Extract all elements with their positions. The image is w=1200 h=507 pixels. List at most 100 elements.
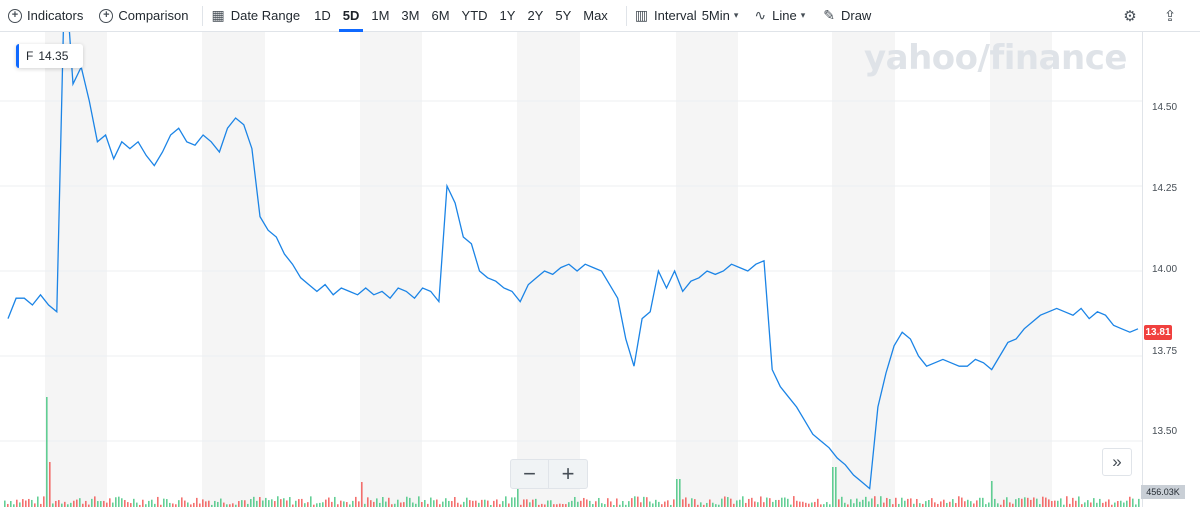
- volume-bar: [745, 502, 747, 507]
- volume-bar: [235, 504, 237, 507]
- volume-bar: [1099, 498, 1101, 507]
- volume-bar: [694, 499, 696, 507]
- volume-bar: [961, 497, 963, 507]
- volume-bar: [217, 501, 219, 507]
- volume-bar: [889, 499, 891, 507]
- volume-bar: [208, 500, 210, 507]
- gear-icon[interactable]: ⚙: [1123, 8, 1137, 25]
- legend-chip[interactable]: F 14.35: [16, 44, 84, 68]
- volume-bar: [316, 503, 318, 507]
- volume-bar: [1027, 497, 1029, 507]
- scroll-right-button[interactable]: »: [1102, 448, 1132, 476]
- volume-bar: [67, 504, 69, 507]
- volume-bar: [376, 498, 378, 507]
- volume-bar: [868, 501, 870, 507]
- volume-bar: [616, 498, 618, 507]
- volume-bar: [958, 496, 960, 507]
- interval-button[interactable]: ▥ Interval 5Min ▾: [635, 0, 739, 32]
- plus-circle-icon: +: [8, 8, 22, 23]
- volume-bar: [367, 497, 369, 507]
- volume-bar: [139, 504, 141, 507]
- pencil-icon: ✎: [823, 7, 835, 23]
- range-1m[interactable]: 1M: [371, 8, 390, 23]
- volume-bar: [64, 501, 66, 507]
- volume-bar: [88, 504, 90, 507]
- volume-bar: [484, 499, 486, 507]
- volume-bar: [154, 503, 156, 507]
- volume-bar: [529, 502, 531, 507]
- volume-bar: [172, 503, 174, 507]
- toolbar-divider: [625, 5, 627, 26]
- draw-label: Draw: [840, 8, 872, 23]
- volume-bar: [538, 504, 540, 507]
- comparison-button[interactable]: + Comparison: [99, 0, 188, 32]
- volume-bar: [796, 500, 798, 507]
- share-icon[interactable]: ⇪: [1163, 8, 1177, 25]
- volume-bar: [925, 501, 927, 507]
- volume-bar: [4, 500, 6, 507]
- volume-bar: [214, 500, 216, 507]
- session-band: [45, 32, 107, 507]
- volume-bar: [241, 500, 243, 507]
- range-max[interactable]: Max: [583, 8, 608, 23]
- range-2y[interactable]: 2Y: [527, 8, 544, 23]
- range-1y[interactable]: 1Y: [499, 8, 516, 23]
- session-bands: [45, 32, 1052, 507]
- volume-bar: [430, 497, 432, 507]
- volume-bar: [586, 499, 588, 507]
- volume-bar: [304, 503, 306, 507]
- volume-bar: [742, 496, 744, 507]
- volume-bar: [679, 479, 681, 507]
- price-chart[interactable]: [0, 32, 1200, 507]
- volume-bar: [31, 499, 33, 507]
- volume-bar: [826, 502, 828, 507]
- volume-bar: [832, 467, 834, 507]
- volume-bar: [700, 502, 702, 507]
- range-ytd[interactable]: YTD: [461, 8, 488, 23]
- range-5d[interactable]: 5D: [337, 0, 366, 32]
- volume-badge: 456.03K: [1141, 485, 1185, 499]
- chart-type-button[interactable]: ∿ Line ▾: [754, 0, 805, 32]
- volume-bar: [883, 502, 885, 507]
- volume-bar: [40, 503, 42, 507]
- range-6m[interactable]: 6M: [431, 8, 450, 23]
- indicators-button[interactable]: + Indicators: [8, 0, 83, 32]
- volume-bar: [598, 497, 600, 507]
- range-5y[interactable]: 5Y: [555, 8, 572, 23]
- date-range-button[interactable]: ▦ Date Range: [211, 0, 300, 32]
- volume-bar: [115, 497, 117, 507]
- volume-bar: [337, 504, 339, 507]
- volume-bar: [445, 498, 447, 507]
- volume-bar: [319, 502, 321, 507]
- volume-bar: [790, 504, 792, 507]
- volume-bar: [910, 498, 912, 507]
- volume-bar: [655, 499, 657, 507]
- volume-bar: [1042, 496, 1044, 507]
- volume-bar: [421, 501, 423, 507]
- volume-bar: [793, 496, 795, 507]
- volume-bar: [253, 496, 255, 507]
- volume-bar: [100, 501, 102, 507]
- range-3m[interactable]: 3M: [401, 8, 420, 23]
- volume-bar: [415, 503, 417, 507]
- volume-bar: [550, 500, 552, 507]
- volume-bar: [151, 499, 153, 507]
- volume-bar: [634, 496, 636, 507]
- volume-bars: [4, 397, 1140, 507]
- volume-bar: [556, 504, 558, 507]
- range-1d[interactable]: 1D: [314, 8, 331, 23]
- volume-bar: [463, 501, 465, 507]
- volume-bar: [778, 499, 780, 507]
- y-tick-label: 14.00: [1152, 264, 1178, 275]
- volume-bar: [703, 504, 705, 507]
- volume-bar: [871, 498, 873, 507]
- volume-bar: [469, 500, 471, 507]
- volume-bar: [946, 502, 948, 507]
- zoom-in-button[interactable]: +: [561, 461, 575, 486]
- volume-bar: [142, 499, 144, 507]
- volume-bar: [739, 499, 741, 507]
- draw-button[interactable]: ✎ Draw: [823, 0, 871, 32]
- zoom-out-button[interactable]: −: [511, 460, 549, 488]
- volume-bar: [1129, 496, 1131, 507]
